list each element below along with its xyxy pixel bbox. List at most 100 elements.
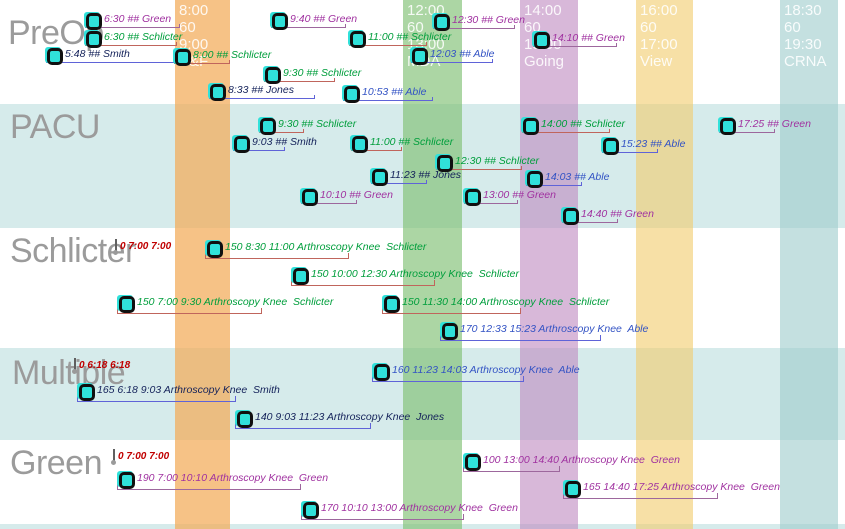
event-status-icon[interactable] bbox=[84, 30, 102, 48]
case-event-label[interactable]: 170 12:33 15:23 Arthroscopy Knee Able bbox=[460, 323, 649, 335]
stage-event-label[interactable]: 11:00 ## Schlicter bbox=[370, 136, 454, 148]
stage-event-label[interactable]: 14:40 ## Green bbox=[581, 208, 654, 220]
event-status-icon[interactable] bbox=[440, 322, 458, 340]
event-status-icon[interactable] bbox=[117, 295, 135, 313]
event-status-icon[interactable] bbox=[372, 363, 390, 381]
event-status-icon[interactable] bbox=[45, 47, 63, 65]
case-event-label[interactable]: 190 7:00 10:10 Arthroscopy Knee Green bbox=[137, 472, 329, 484]
event-status-icon[interactable] bbox=[208, 83, 226, 101]
time-band-12-00-mda[interactable]: 12:00 60 13:00 MDA bbox=[403, 0, 462, 529]
event-status-icon[interactable] bbox=[525, 170, 543, 188]
stage-event-label[interactable]: 13:00 ## Green bbox=[483, 189, 556, 201]
ring-glyph bbox=[534, 32, 550, 49]
case-event-label[interactable]: 165 14:40 17:25 Arthroscopy Knee Green bbox=[583, 481, 780, 493]
stage-event-label[interactable]: 12:03 ## Able bbox=[430, 48, 495, 60]
event-status-icon[interactable] bbox=[382, 295, 400, 313]
event-status-icon[interactable] bbox=[463, 188, 481, 206]
stage-event-label[interactable]: 6:30 ## Green bbox=[104, 13, 172, 25]
time-band-16-00-view[interactable]: 16:00 60 17:00 View bbox=[636, 0, 693, 529]
ring-glyph bbox=[175, 49, 191, 66]
event-status-icon[interactable] bbox=[173, 48, 191, 66]
ring-glyph bbox=[442, 323, 458, 340]
event-status-icon[interactable] bbox=[117, 471, 135, 489]
event-status-icon[interactable] bbox=[561, 207, 579, 225]
ring-glyph bbox=[465, 189, 481, 206]
case-event-label[interactable]: 150 8:30 11:00 Arthroscopy Knee Schlicte… bbox=[225, 241, 427, 253]
event-status-icon[interactable] bbox=[410, 47, 428, 65]
case-event-label[interactable]: 160 11:23 14:03 Arthroscopy Knee Able bbox=[392, 364, 580, 376]
stage-event-label[interactable]: 9:30 ## Schlicter bbox=[283, 67, 362, 79]
ring-glyph bbox=[384, 296, 400, 313]
time-band-18-30-crna[interactable]: 18:30 60 19:30 CRNA bbox=[780, 0, 838, 529]
event-status-icon[interactable] bbox=[521, 117, 539, 135]
stage-event-label[interactable]: 5:48 ## Smith bbox=[65, 48, 130, 60]
stage-event-label[interactable]: 14:03 ## Able bbox=[545, 171, 610, 183]
event-status-icon[interactable] bbox=[205, 240, 223, 258]
stage-event-label[interactable]: 11:00 ## Schlicter bbox=[368, 31, 452, 43]
time-band-8-00-s-f[interactable]: 8:00 60 9:00 S&F bbox=[175, 0, 230, 529]
event-status-icon[interactable] bbox=[601, 137, 619, 155]
event-status-icon[interactable] bbox=[532, 31, 550, 49]
ring-glyph bbox=[603, 138, 619, 155]
duration-line bbox=[205, 253, 349, 259]
event-status-icon[interactable] bbox=[258, 117, 276, 135]
stage-event-label[interactable]: 12:30 ## Green bbox=[452, 14, 525, 26]
milestone-pin-icon[interactable] bbox=[115, 239, 117, 251]
time-band-14-00-going[interactable]: 14:00 60 15:00 Going bbox=[520, 0, 578, 529]
duration-line bbox=[117, 308, 262, 314]
event-status-icon[interactable] bbox=[463, 453, 481, 471]
event-status-icon[interactable] bbox=[84, 12, 102, 30]
milestone-pin-dot bbox=[113, 250, 118, 255]
event-status-icon[interactable] bbox=[232, 135, 250, 153]
case-event-label[interactable]: 165 6:18 9:03 Arthroscopy Knee Smith bbox=[97, 384, 280, 396]
duration-line bbox=[301, 514, 464, 520]
event-status-icon[interactable] bbox=[263, 66, 281, 84]
case-event-label[interactable]: 140 9:03 11:23 Arthroscopy Knee Jones bbox=[255, 411, 445, 423]
case-event-label[interactable]: 150 10:00 12:30 Arthroscopy Knee Schlict… bbox=[311, 268, 519, 280]
stage-event-label[interactable]: 9:03 ## Smith bbox=[252, 136, 317, 148]
duration-line bbox=[235, 423, 371, 429]
stage-event-label[interactable]: 10:10 ## Green bbox=[320, 189, 393, 201]
stage-event-label[interactable]: 9:30 ## Schlicter bbox=[278, 118, 357, 130]
duration-line bbox=[440, 335, 601, 341]
duration-line bbox=[463, 466, 560, 472]
ring-glyph bbox=[563, 208, 579, 225]
duration-line bbox=[382, 308, 521, 314]
event-status-icon[interactable] bbox=[301, 501, 319, 519]
event-status-icon[interactable] bbox=[350, 135, 368, 153]
case-event-label[interactable]: 150 11:30 14:00 Arthroscopy Knee Schlict… bbox=[402, 296, 610, 308]
stage-event-label[interactable]: 15:23 ## Able bbox=[621, 138, 686, 150]
ring-glyph bbox=[119, 472, 135, 489]
stage-event-label[interactable]: 12:30 ## Schlicter bbox=[455, 155, 540, 167]
milestone-pin-icon[interactable] bbox=[113, 449, 115, 461]
event-status-icon[interactable] bbox=[342, 85, 360, 103]
stage-event-label[interactable]: 11:23 ## Jones bbox=[390, 169, 462, 181]
event-status-icon[interactable] bbox=[563, 480, 581, 498]
ring-glyph bbox=[265, 67, 281, 84]
event-status-icon[interactable] bbox=[270, 12, 288, 30]
stage-event-label[interactable]: 6:30 ## Schlicter bbox=[104, 31, 183, 43]
case-event-label[interactable]: 150 7:00 9:30 Arthroscopy Knee Schlicter bbox=[137, 296, 334, 308]
stage-event-label[interactable]: 8:33 ## Jones bbox=[228, 84, 294, 96]
event-status-icon[interactable] bbox=[718, 117, 736, 135]
event-status-icon[interactable] bbox=[348, 30, 366, 48]
event-status-icon[interactable] bbox=[435, 154, 453, 172]
duration-line bbox=[77, 396, 236, 402]
stage-event-label[interactable]: 17:25 ## Green bbox=[738, 118, 811, 130]
case-event-label[interactable]: 170 10:10 13:00 Arthroscopy Knee Green bbox=[321, 502, 518, 514]
stage-event-label[interactable]: 8:00 ## Schlicter bbox=[193, 49, 272, 61]
event-status-icon[interactable] bbox=[235, 410, 253, 428]
ring-glyph bbox=[412, 48, 428, 65]
stage-event-label[interactable]: 9:40 ## Green bbox=[290, 13, 358, 25]
milestone-pin-icon[interactable] bbox=[74, 358, 76, 370]
event-status-icon[interactable] bbox=[291, 267, 309, 285]
stage-event-label[interactable]: 14:00 ## Schlicter bbox=[541, 118, 626, 130]
event-status-icon[interactable] bbox=[370, 168, 388, 186]
stage-event-label[interactable]: 10:53 ## Able bbox=[362, 86, 427, 98]
event-status-icon[interactable] bbox=[300, 188, 318, 206]
stage-event-label[interactable]: 14:10 ## Green bbox=[552, 32, 625, 44]
event-status-icon[interactable] bbox=[77, 383, 95, 401]
case-event-label[interactable]: 100 13:00 14:40 Arthroscopy Knee Green bbox=[483, 454, 680, 466]
event-status-icon[interactable] bbox=[432, 13, 450, 31]
